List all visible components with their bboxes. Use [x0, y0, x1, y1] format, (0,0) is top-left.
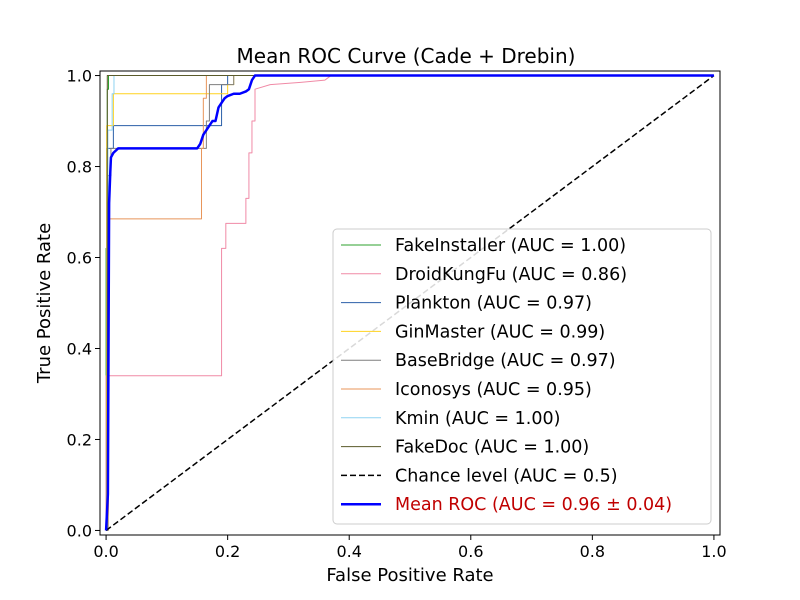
legend-box	[332, 228, 712, 525]
legend-label: Chance level (AUC = 0.5)	[395, 466, 618, 486]
legend: FakeInstaller (AUC = 1.00) DroidKungFu (A…	[332, 228, 712, 525]
plot-area	[104, 74, 715, 532]
legend-label: FakeInstaller (AUC = 1.00)	[395, 236, 626, 256]
chart-title: Mean ROC Curve (Cade + Drebin)	[237, 44, 576, 68]
y-tick-label: 1.0	[67, 67, 92, 86]
legend-label: Iconosys (AUC = 0.95)	[395, 380, 592, 400]
x-tick-label: 0.0	[93, 542, 118, 561]
legend-label: Kmin (AUC = 1.00)	[395, 409, 560, 429]
y-tick-label: 0.2	[67, 430, 92, 449]
x-tick-label: 0.4	[336, 542, 361, 561]
y-axis-label: True Positive Rate	[34, 223, 55, 384]
legend-label: FakeDoc (AUC = 1.00)	[395, 438, 589, 458]
axes-frame	[99, 70, 721, 536]
legend-label: BaseBridge (AUC = 0.97)	[395, 351, 616, 371]
legend-label: Mean ROC (AUC = 0.96 ± 0.04)	[395, 495, 672, 515]
x-tick-label: 1.0	[701, 542, 726, 561]
x-tick-label: 0.8	[580, 542, 605, 561]
legend-label: DroidKungFu (AUC = 0.86)	[395, 265, 627, 285]
axes: 0.0 0.2 0.4 0.6 0.8 1.0 0.0 0.2 0.4 0.6 0.8 1.0	[67, 67, 727, 561]
x-tick-label: 0.6	[458, 542, 483, 561]
legend-label: Plankton (AUC = 0.97)	[395, 294, 592, 314]
x-tick-label: 0.2	[215, 542, 240, 561]
y-tick-label: 0.4	[67, 339, 92, 358]
series-line-1	[105, 75, 714, 531]
x-axis-label: False Positive Rate	[326, 565, 493, 586]
legend-label: GinMaster (AUC = 0.99)	[395, 322, 605, 342]
series-line-9	[104, 74, 714, 531]
y-tick-label: 0.0	[67, 521, 92, 540]
y-tick-label: 0.8	[67, 158, 92, 177]
y-tick-label: 0.6	[67, 249, 92, 268]
